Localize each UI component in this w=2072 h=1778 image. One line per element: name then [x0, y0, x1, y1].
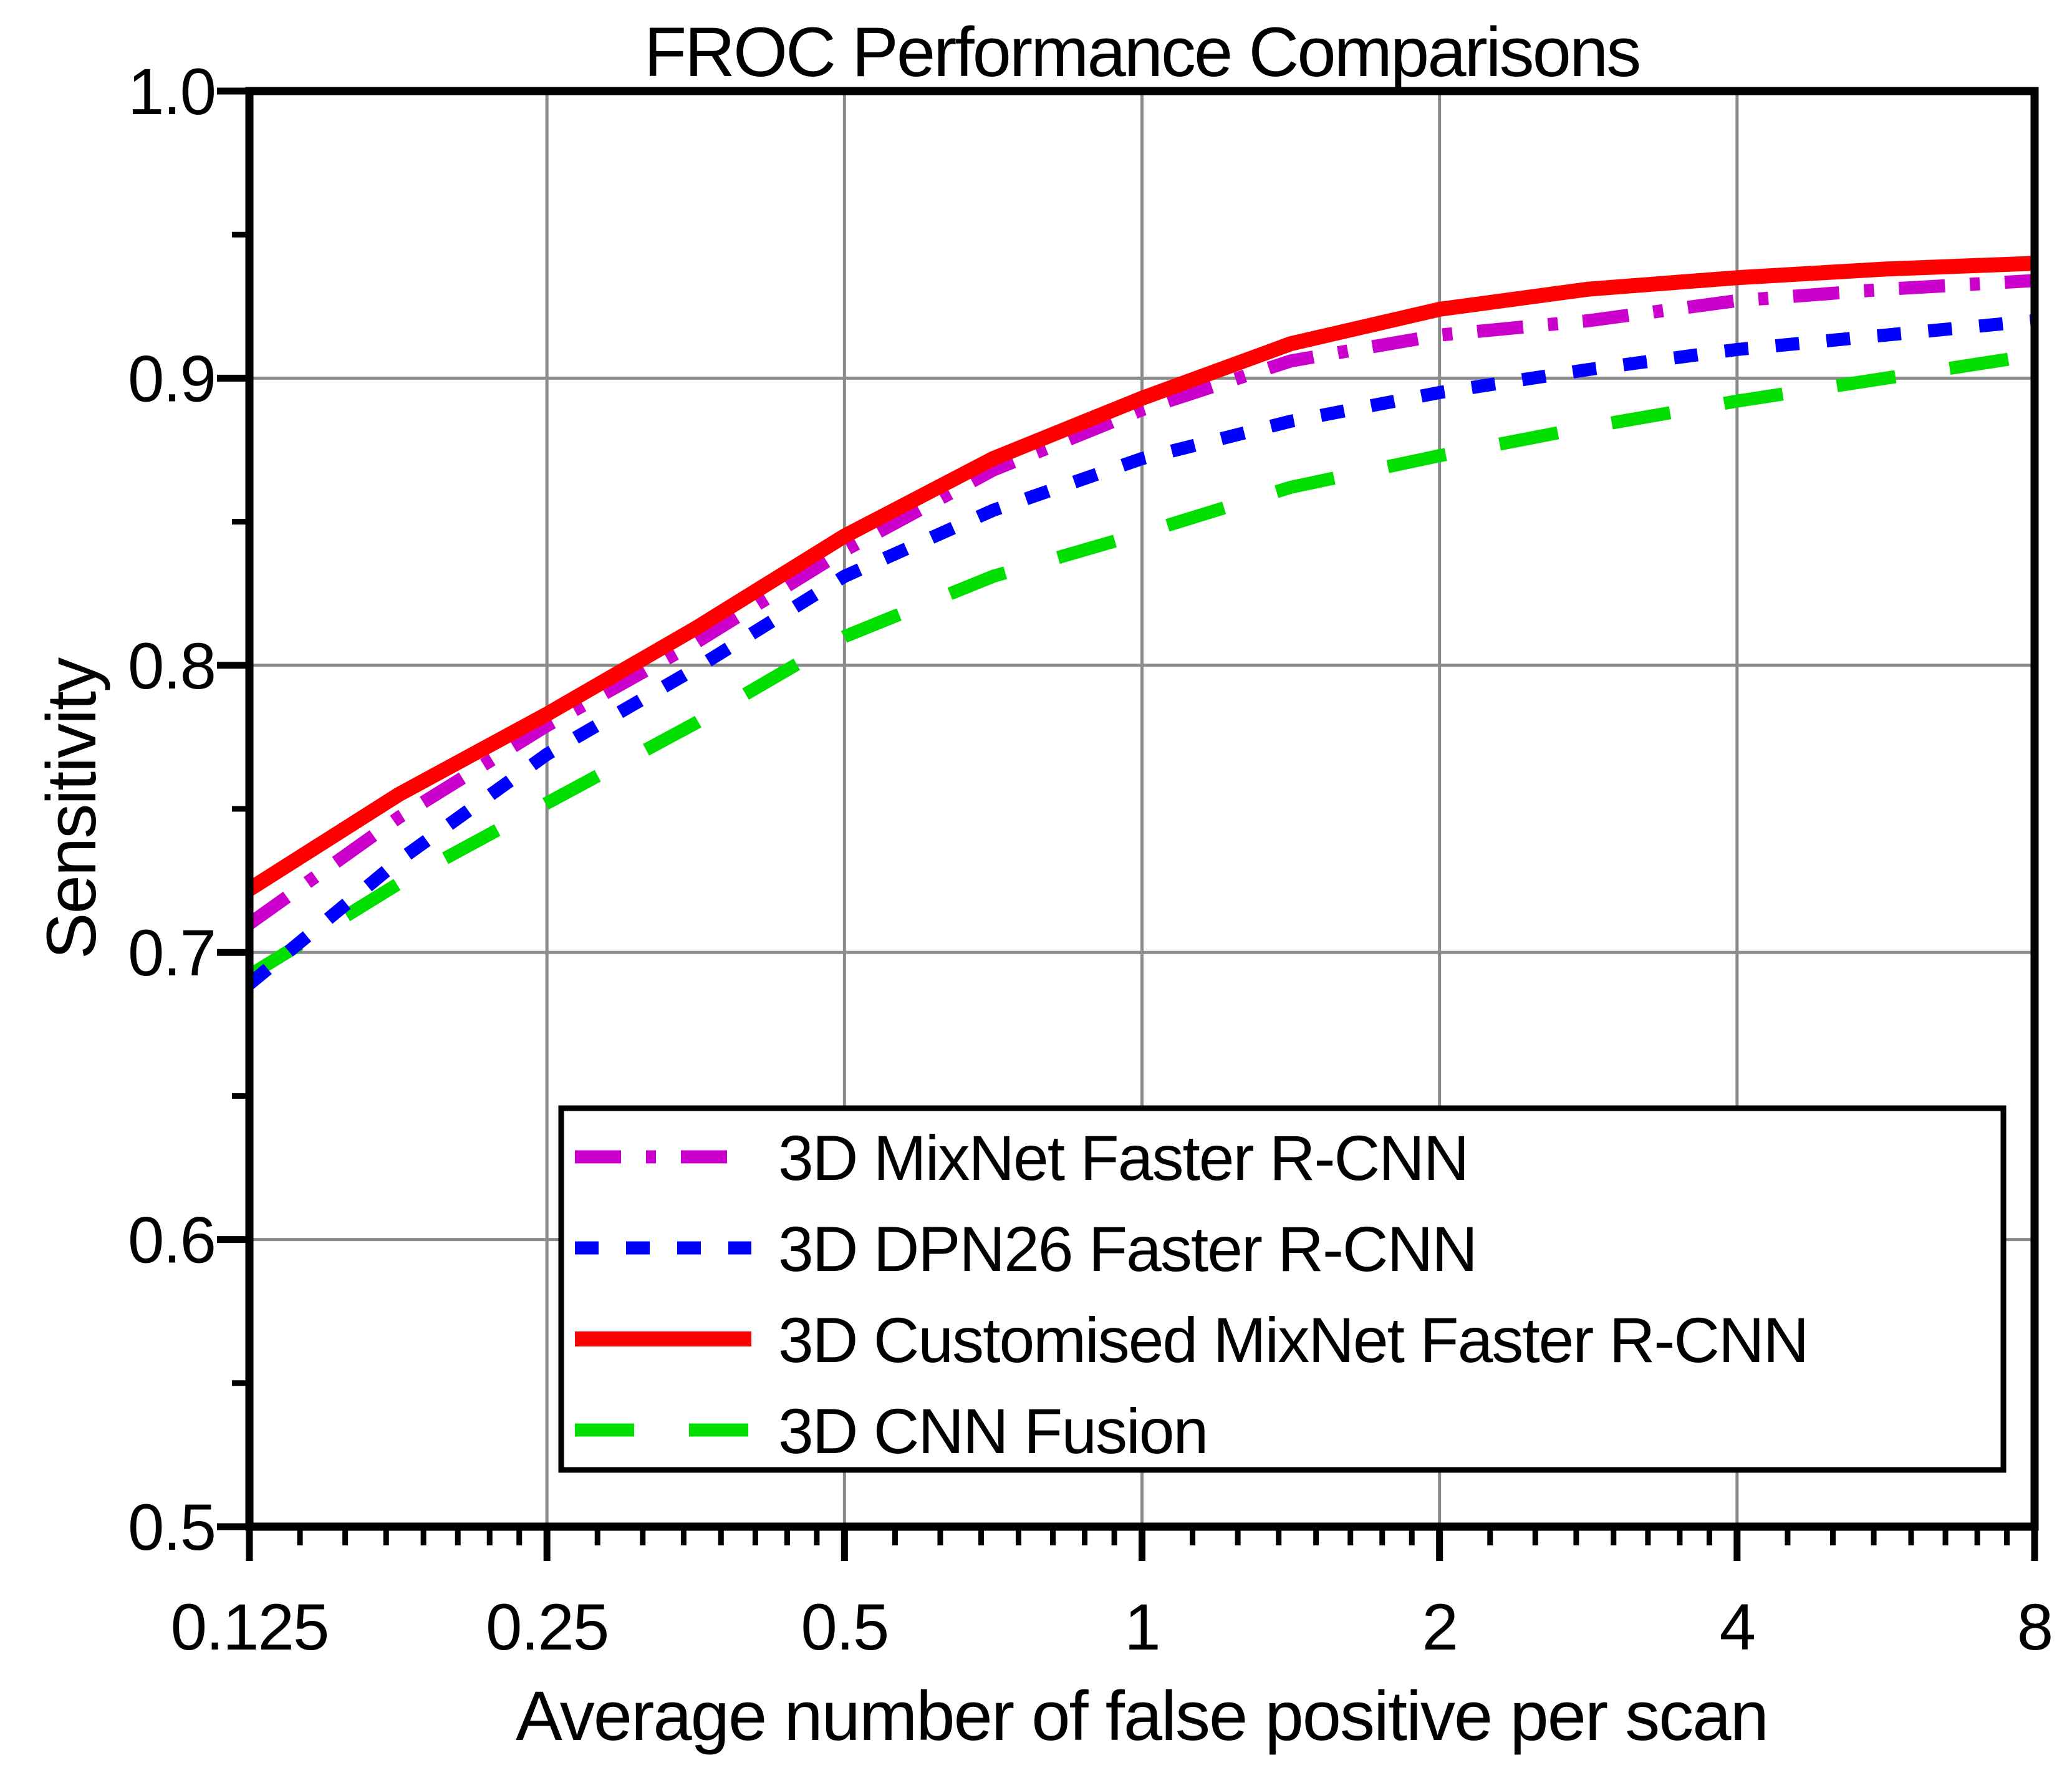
curve-3d-cnn-fusion [246, 349, 2036, 981]
y-tick-label: 0.5 [128, 1491, 215, 1564]
curve-3d-customised-mixnet-faster-r-cnn [245, 256, 2035, 896]
ticks-layer [217, 87, 2038, 1561]
chart-title: FROC Performance Comparisons [644, 13, 1640, 91]
curve-3d-dpn26-faster-r-cnn [245, 314, 2036, 989]
legend-entry: 3D Customised MixNet Faster R-CNN [575, 1305, 1809, 1376]
legend-entry: 3D MixNet Faster R-CNN [575, 1123, 1469, 1194]
y-axis-label: Sensitivity [32, 657, 110, 959]
x-tick-label: 8 [2017, 1591, 2052, 1664]
legend: 3D MixNet Faster R-CNN 3D DPN26 Faster R-… [558, 1105, 2007, 1473]
curves-layer [245, 256, 2036, 989]
x-tick-label: 0.5 [801, 1591, 888, 1664]
legend-label: 3D CNN Fusion [778, 1396, 1207, 1467]
x-tick-label: 1 [1124, 1591, 1159, 1664]
curve-3d-mixnet-faster-r-cnn [245, 274, 2035, 929]
y-tick-label: 0.6 [128, 1204, 215, 1277]
legend-box [558, 1105, 2007, 1473]
legend-label: 3D MixNet Faster R-CNN [778, 1123, 1468, 1194]
y-tick-label: 0.9 [128, 342, 215, 415]
x-tick-label: 4 [1720, 1591, 1755, 1664]
legend-entry: 3D CNN Fusion [575, 1396, 1208, 1467]
tick-labels-layer: 0.5 0.6 0.7 0.8 0.9 1.0 0.125 0.25 0.5 1 2 4 8 [128, 56, 2053, 1664]
legend-label: 3D Customised MixNet Faster R-CNN [778, 1305, 1808, 1376]
x-tick-label: 0.125 [171, 1591, 329, 1664]
legend-label: 3D DPN26 Faster R-CNN [778, 1214, 1477, 1285]
y-tick-label: 0.8 [128, 630, 215, 703]
x-axis-label: Average number of false positive per sca… [516, 1677, 1768, 1755]
y-tick-label: 0.7 [128, 917, 215, 990]
x-tick-label: 0.25 [486, 1591, 608, 1664]
y-tick-label: 1.0 [128, 56, 215, 128]
legend-entry: 3D DPN26 Faster R-CNN [575, 1214, 1478, 1285]
x-tick-label: 2 [1422, 1591, 1457, 1664]
